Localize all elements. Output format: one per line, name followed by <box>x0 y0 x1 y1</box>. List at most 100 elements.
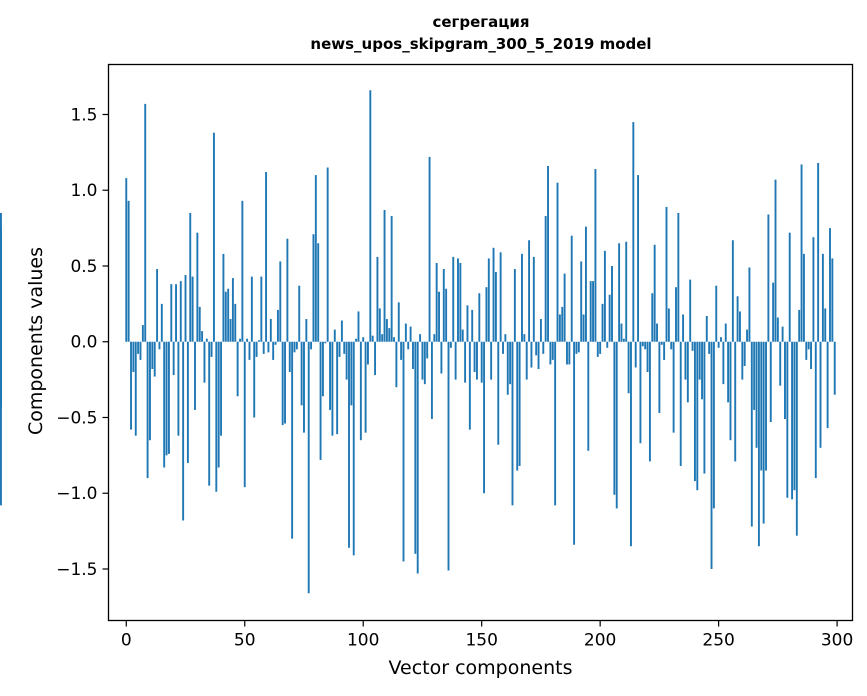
bar <box>229 319 232 342</box>
bar <box>561 306 564 342</box>
bar <box>554 341 557 506</box>
bar <box>184 275 187 342</box>
bar <box>487 258 490 342</box>
bar <box>300 341 303 406</box>
bar <box>677 212 680 342</box>
bar <box>0 341 2 407</box>
bar <box>670 341 673 350</box>
bar <box>163 341 166 468</box>
bar <box>352 341 355 556</box>
bar <box>357 311 360 342</box>
bar <box>746 329 749 342</box>
bar <box>660 341 663 345</box>
bar <box>532 256 535 342</box>
bar <box>798 309 801 342</box>
bar <box>331 341 334 436</box>
bar <box>693 341 696 482</box>
y-tick-label: 0.0 <box>70 333 97 353</box>
bar <box>594 169 597 342</box>
bar <box>343 341 346 354</box>
bar <box>321 341 324 397</box>
bar <box>305 319 308 342</box>
bar <box>376 256 379 342</box>
bar <box>817 162 820 342</box>
bar <box>423 341 426 385</box>
bar <box>248 341 251 360</box>
bar-series <box>0 90 836 594</box>
bar <box>224 291 227 342</box>
bar <box>831 258 834 342</box>
bar <box>679 341 682 466</box>
y-tick-label: 0.5 <box>70 257 97 277</box>
bar <box>821 253 824 342</box>
bar <box>201 331 204 342</box>
bar <box>364 341 367 433</box>
bar <box>672 341 675 433</box>
bar <box>269 319 272 342</box>
bar <box>288 341 291 373</box>
bar <box>338 341 341 357</box>
bar <box>580 261 583 342</box>
bar <box>336 341 339 435</box>
bar <box>345 341 348 380</box>
bar <box>760 341 763 471</box>
bar <box>781 326 784 342</box>
bar <box>170 284 173 342</box>
bar <box>795 341 798 536</box>
y-axis-label: Components values <box>25 246 47 436</box>
bar <box>146 341 149 479</box>
bar <box>378 308 381 342</box>
bar <box>769 341 772 423</box>
bar <box>414 341 417 554</box>
bar <box>615 341 618 509</box>
bar <box>217 341 220 468</box>
bar <box>506 341 509 395</box>
bar <box>407 341 410 350</box>
y-tick-label: 1.5 <box>70 105 97 125</box>
bar <box>440 341 443 374</box>
bar <box>132 341 135 373</box>
bar <box>715 285 718 342</box>
bar <box>383 209 386 342</box>
bar <box>350 341 353 406</box>
bar <box>490 341 493 380</box>
bar <box>298 285 301 342</box>
bar <box>772 282 775 342</box>
bar <box>618 243 621 342</box>
bar <box>753 341 756 410</box>
bar <box>736 296 739 342</box>
bar <box>513 269 516 342</box>
bar <box>473 341 476 373</box>
bar <box>348 341 350 548</box>
bar <box>774 179 777 342</box>
bar <box>518 341 521 466</box>
bar <box>435 262 438 342</box>
bar <box>791 341 794 500</box>
bar <box>430 341 433 419</box>
bar <box>641 341 644 347</box>
bar <box>310 341 313 350</box>
bar <box>158 341 161 350</box>
bar <box>274 341 277 345</box>
bar <box>710 341 713 569</box>
bar <box>478 293 481 342</box>
bar <box>250 276 253 342</box>
bar <box>255 341 258 357</box>
bar <box>426 341 429 359</box>
bar <box>212 132 215 342</box>
bar <box>570 235 573 342</box>
bar <box>601 303 604 342</box>
bar <box>438 291 440 342</box>
bar <box>502 341 504 354</box>
bar <box>622 338 625 342</box>
bar <box>826 341 829 429</box>
bar <box>509 341 512 385</box>
bar <box>419 334 422 342</box>
x-tick-label: 0 <box>121 631 132 651</box>
bar <box>667 308 670 342</box>
bar <box>691 341 694 351</box>
bar <box>466 305 469 342</box>
x-axis-label: Vector components <box>388 657 573 679</box>
bar <box>191 276 194 342</box>
